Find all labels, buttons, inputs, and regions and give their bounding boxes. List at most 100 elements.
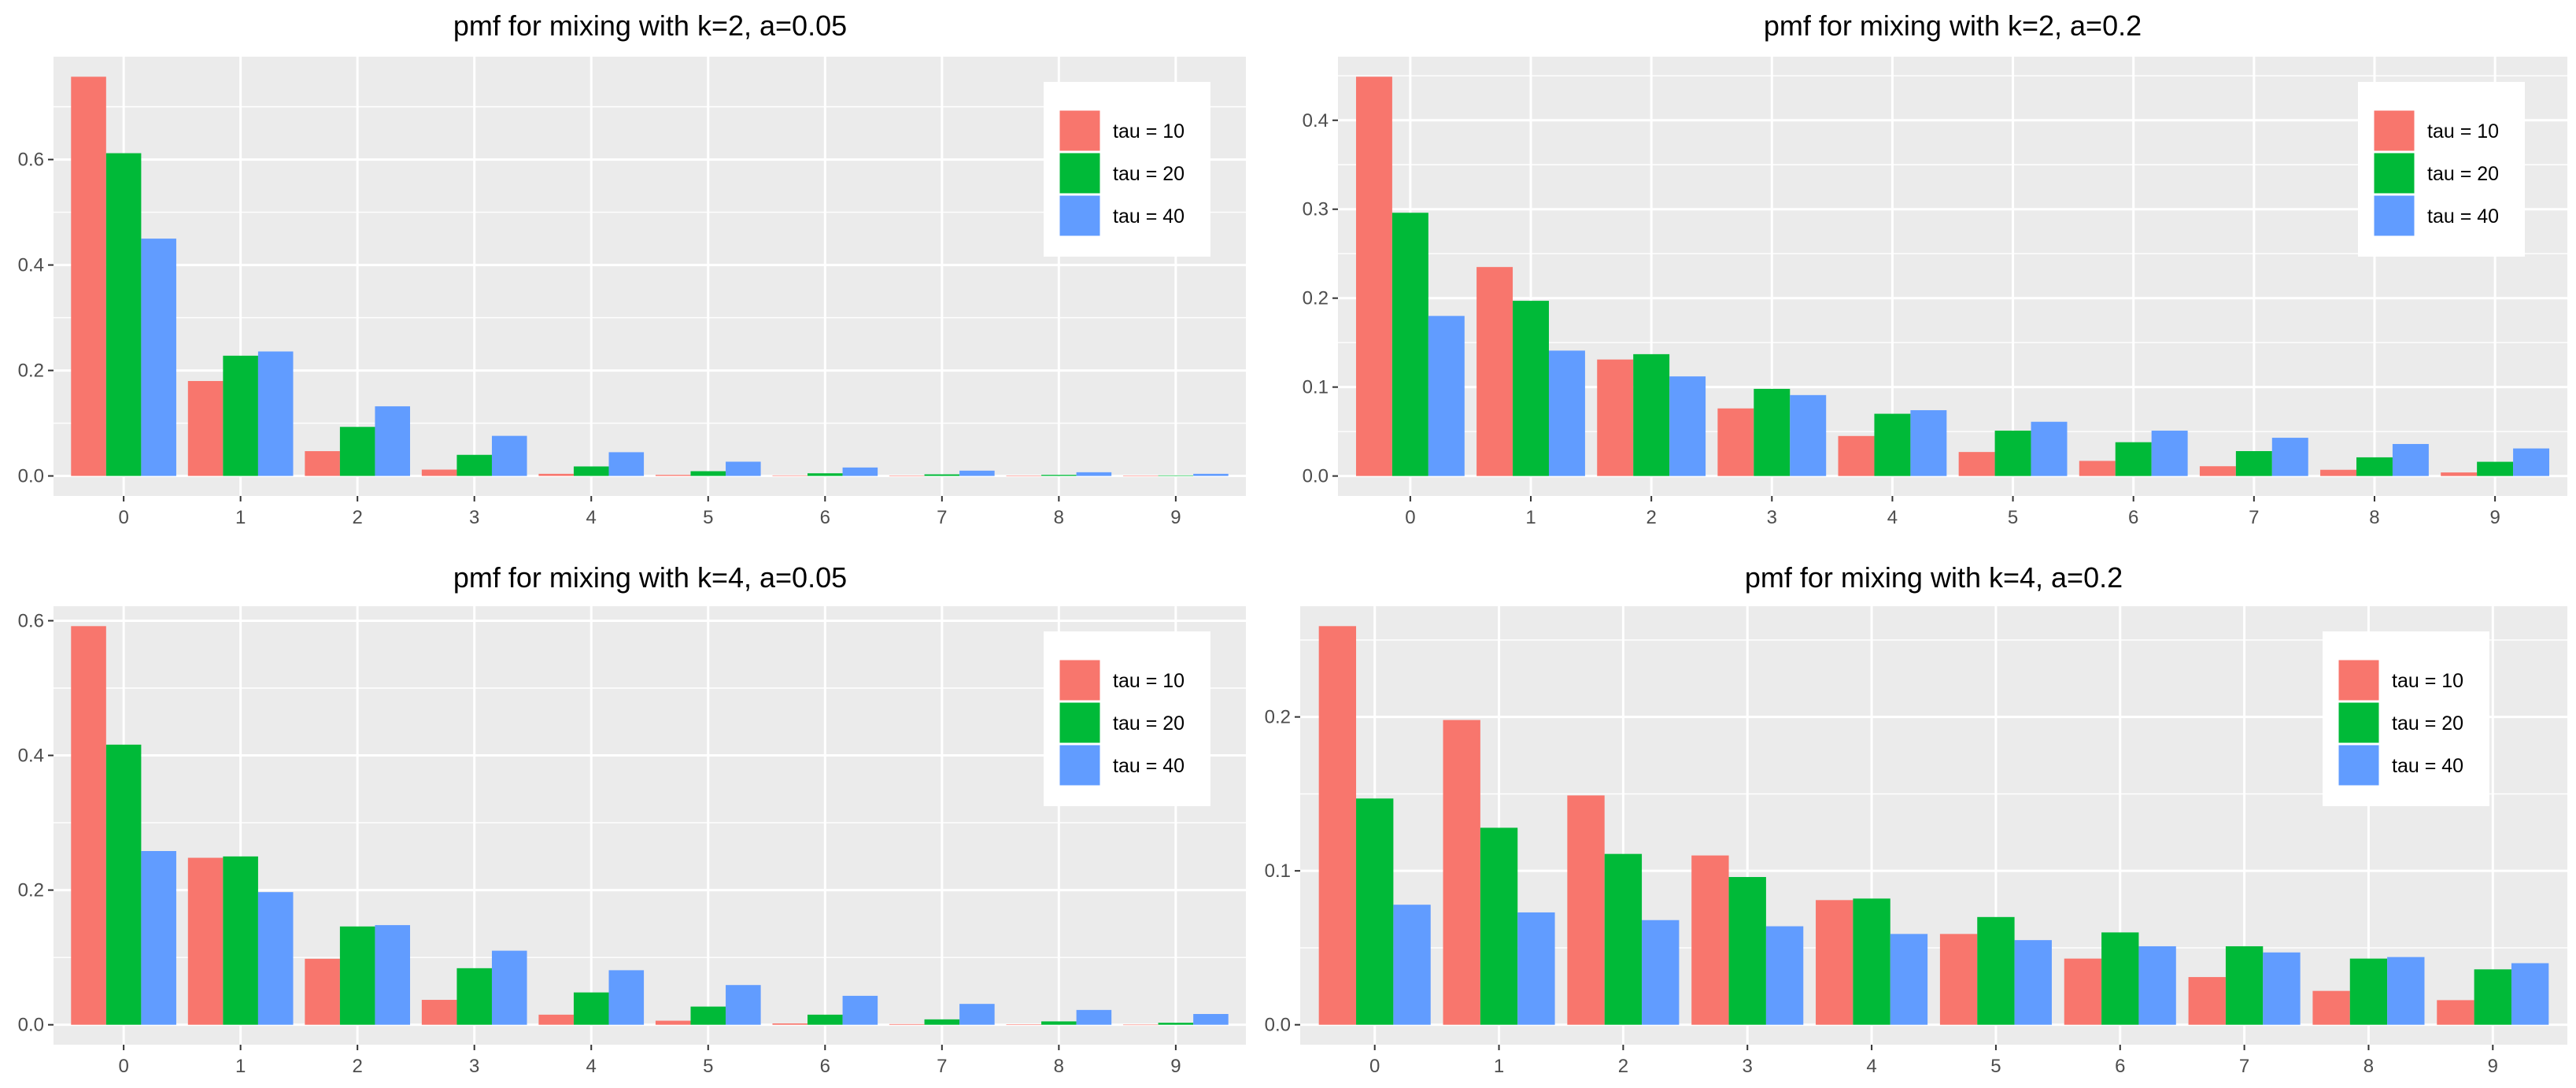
y-tick-label: 0.4 — [18, 255, 44, 276]
bar-tau40-1 — [1548, 350, 1585, 476]
bar-tau10-0 — [71, 76, 106, 476]
bar-tau20-7 — [2225, 946, 2264, 1025]
bar-tau20-6 — [808, 473, 843, 476]
x-tick-label: 2 — [1646, 507, 1656, 528]
legend: tau = 10 tau = 20 tau = 40 — [1044, 82, 1210, 257]
x-tick-label: 5 — [703, 1056, 713, 1077]
bar-tau40-6 — [842, 467, 878, 476]
bar-tau40-4 — [1890, 934, 1928, 1025]
bar-tau20-9 — [2477, 461, 2514, 476]
bar-tau20-9 — [1158, 1023, 1194, 1025]
legend-key — [2373, 194, 2415, 237]
bar-tau20-2 — [1633, 353, 1670, 476]
bar-tau10-7 — [2199, 466, 2236, 476]
bar-tau20-8 — [1041, 475, 1077, 476]
bar-tau20-5 — [690, 471, 726, 476]
legend-label: tau = 10 — [2392, 670, 2463, 692]
y-tick-label: 0.2 — [18, 361, 44, 382]
x-tick-label: 3 — [1743, 1056, 1753, 1077]
x-tick-label: 2 — [352, 1056, 362, 1077]
bar-tau40-5 — [726, 461, 761, 476]
chart-panel-4: 0.0 0.1 0.2 0 1 2 3 4 5 6 7 8 9 pmf for mixing with k… — [1265, 561, 2567, 1077]
bar-tau10-4 — [538, 473, 574, 476]
legend-key — [2338, 659, 2380, 701]
x-tick-label: 2 — [1618, 1056, 1628, 1077]
x-tick-label: 8 — [2369, 507, 2379, 528]
legend-key — [2373, 152, 2415, 194]
bar-tau20-6 — [2115, 442, 2152, 476]
chart-title: pmf for mixing with k=4, a=0.05 — [453, 561, 847, 594]
bar-tau40-6 — [2138, 946, 2176, 1025]
x-tick-label: 4 — [586, 507, 597, 528]
y-tick-label: 0.1 — [1303, 377, 1329, 398]
x-tick-label: 9 — [1170, 507, 1181, 528]
x-tick-label: 9 — [1170, 1056, 1181, 1077]
legend-label: tau = 10 — [2427, 120, 2499, 142]
bar-tau10-6 — [2064, 958, 2102, 1025]
bar-tau10-1 — [1476, 267, 1513, 476]
bar-tau20-5 — [1994, 431, 2031, 476]
legend: tau = 10 tau = 20 tau = 40 — [2323, 631, 2489, 806]
x-tick-label: 5 — [2008, 507, 2018, 528]
bar-tau40-5 — [726, 985, 761, 1025]
x-tick-label: 6 — [820, 507, 830, 528]
x-tick-label: 7 — [937, 1056, 947, 1077]
y-tick-label: 0.0 — [18, 1015, 44, 1036]
chart-title: pmf for mixing with k=4, a=0.2 — [1745, 561, 2123, 594]
bar-tau10-5 — [1939, 934, 1978, 1025]
bar-tau20-5 — [1977, 916, 2015, 1025]
x-tick-label: 2 — [352, 507, 362, 528]
bar-tau40-2 — [1669, 376, 1706, 476]
bar-tau10-0 — [71, 626, 106, 1025]
bar-tau20-6 — [808, 1014, 843, 1025]
x-tick-label: 9 — [2488, 1056, 2498, 1077]
bar-tau20-7 — [2235, 451, 2272, 476]
bar-tau10-6 — [2079, 461, 2116, 476]
y-tick-label: 0.2 — [18, 880, 44, 901]
bar-tau10-8 — [2312, 990, 2350, 1025]
bar-tau40-1 — [257, 892, 294, 1025]
bar-tau40-1 — [257, 351, 294, 476]
x-tick-label: 7 — [2249, 507, 2259, 528]
bar-tau40-5 — [2031, 421, 2068, 476]
bar-tau10-8 — [2320, 469, 2357, 476]
bar-tau20-0 — [105, 744, 142, 1025]
bar-tau40-2 — [375, 925, 411, 1025]
legend-key — [1059, 659, 1101, 701]
bar-tau20-3 — [1754, 388, 1791, 476]
x-tick-label: 1 — [1494, 1056, 1504, 1077]
bar-tau40-4 — [1910, 410, 1947, 476]
y-tick-label: 0.3 — [1303, 199, 1329, 220]
bar-tau40-5 — [2014, 940, 2052, 1025]
bar-tau20-1 — [1513, 301, 1549, 476]
bar-tau20-5 — [690, 1006, 726, 1025]
bar-tau20-2 — [1604, 853, 1643, 1025]
bar-tau40-0 — [141, 851, 176, 1025]
legend-key — [1059, 109, 1101, 152]
legend-label: tau = 20 — [2392, 712, 2463, 735]
bar-tau40-8 — [2387, 957, 2425, 1025]
bar-tau40-3 — [491, 950, 527, 1025]
bar-tau40-4 — [608, 452, 645, 476]
bar-tau10-0 — [1318, 626, 1357, 1025]
bar-tau10-4 — [538, 1014, 574, 1025]
y-tick-label: 0.4 — [18, 746, 44, 767]
bar-tau40-1 — [1517, 912, 1555, 1025]
bar-tau20-3 — [1728, 876, 1766, 1025]
legend-key — [2338, 701, 2380, 744]
bar-tau10-3 — [421, 1000, 457, 1025]
bar-tau40-7 — [2263, 952, 2301, 1025]
y-tick-label: 0.4 — [1303, 110, 1329, 131]
bar-tau20-4 — [573, 992, 609, 1025]
legend-key — [2338, 744, 2380, 786]
bar-tau20-9 — [2474, 969, 2511, 1025]
x-tick-label: 8 — [2363, 1056, 2374, 1077]
bar-tau20-1 — [223, 856, 258, 1025]
bar-tau20-6 — [2101, 932, 2139, 1025]
legend-label: tau = 20 — [2427, 163, 2499, 185]
bar-tau10-1 — [1443, 720, 1480, 1025]
bar-tau40-9 — [2511, 963, 2549, 1025]
x-tick-label: 4 — [1866, 1056, 1876, 1077]
x-tick-label: 1 — [235, 1056, 246, 1077]
